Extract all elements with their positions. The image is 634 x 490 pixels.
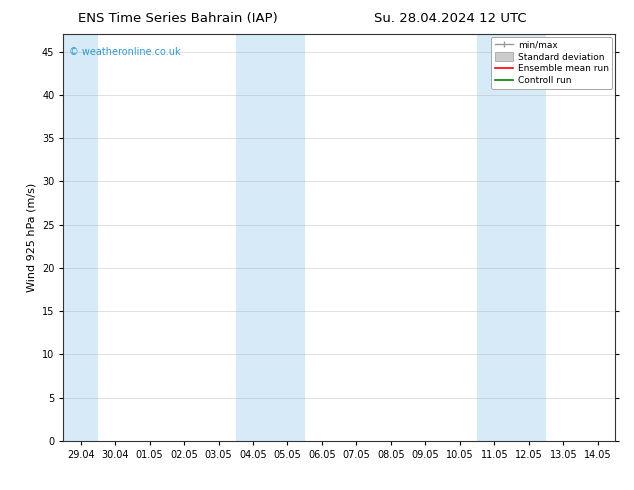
Text: Su. 28.04.2024 12 UTC: Su. 28.04.2024 12 UTC <box>374 12 526 25</box>
Bar <box>477 34 546 441</box>
Text: © weatheronline.co.uk: © weatheronline.co.uk <box>69 47 181 56</box>
Bar <box>63 34 98 441</box>
Text: ENS Time Series Bahrain (IAP): ENS Time Series Bahrain (IAP) <box>77 12 278 25</box>
Legend: min/max, Standard deviation, Ensemble mean run, Controll run: min/max, Standard deviation, Ensemble me… <box>491 37 612 89</box>
Bar <box>236 34 305 441</box>
Y-axis label: Wind 925 hPa (m/s): Wind 925 hPa (m/s) <box>27 183 36 292</box>
